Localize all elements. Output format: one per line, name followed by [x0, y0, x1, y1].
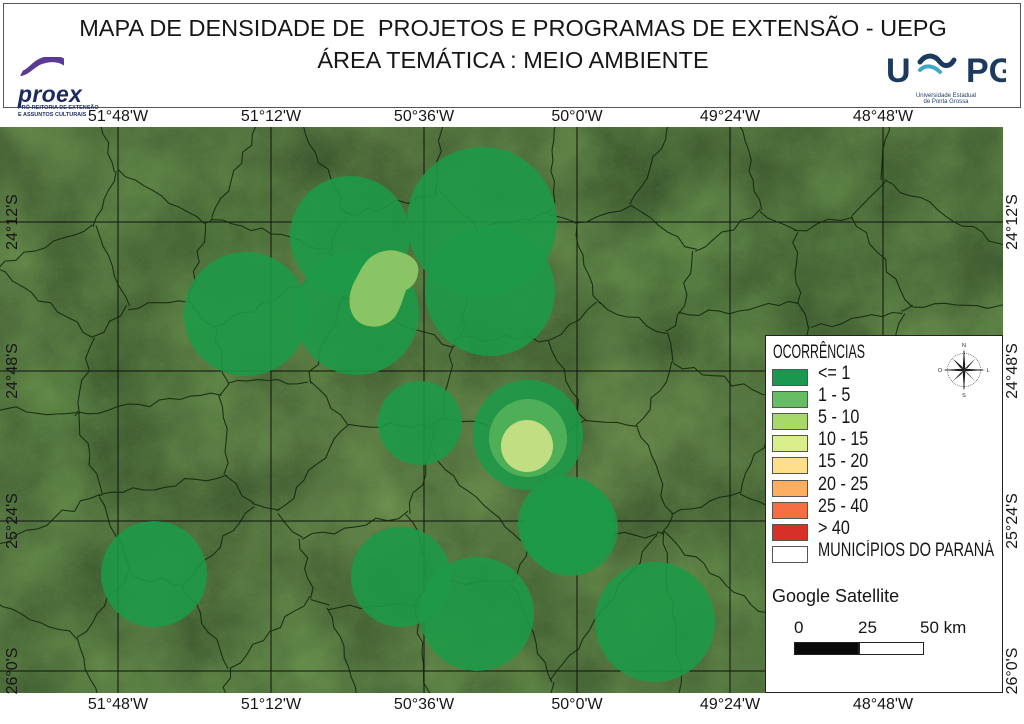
- svg-text:S: S: [962, 393, 966, 398]
- svg-text:O: O: [938, 368, 943, 374]
- svg-text:PG: PG: [966, 52, 1006, 90]
- svg-text:L: L: [986, 368, 989, 374]
- svg-text:N: N: [962, 343, 966, 349]
- svg-text:U: U: [886, 52, 911, 90]
